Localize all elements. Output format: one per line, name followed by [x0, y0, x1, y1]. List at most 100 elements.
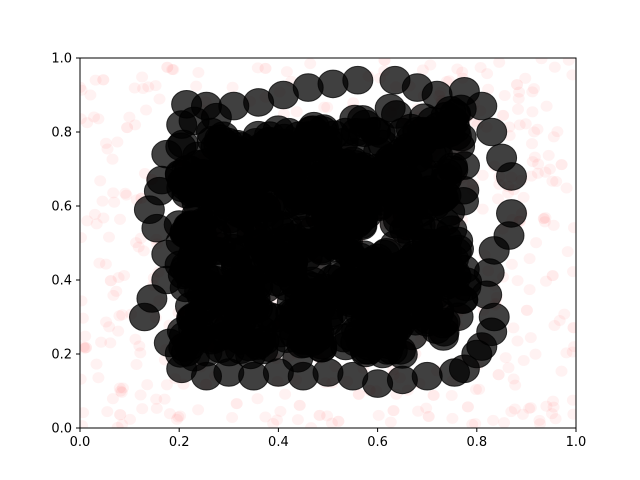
- foreground-point: [190, 269, 222, 298]
- background-point: [523, 253, 536, 265]
- background-point: [115, 386, 128, 398]
- background-point: [112, 325, 125, 337]
- background-point: [137, 82, 150, 95]
- foreground-point: [213, 191, 245, 221]
- background-point: [451, 63, 464, 75]
- background-point: [492, 369, 505, 381]
- background-point: [163, 408, 176, 420]
- background-point: [507, 373, 520, 385]
- background-point: [230, 398, 243, 410]
- foreground-point: [341, 270, 373, 300]
- background-point: [524, 332, 537, 344]
- foreground-point: [265, 318, 297, 348]
- background-point: [120, 189, 133, 201]
- background-point: [108, 196, 121, 208]
- background-point: [513, 86, 526, 98]
- background-point: [526, 106, 539, 118]
- background-point: [136, 71, 149, 83]
- background-point: [134, 347, 147, 359]
- foreground-point: [151, 239, 183, 269]
- background-point: [190, 80, 203, 92]
- background-point: [511, 275, 524, 287]
- background-point: [158, 393, 171, 405]
- background-point: [546, 408, 558, 420]
- background-point: [372, 409, 385, 421]
- foreground-point: [217, 233, 249, 263]
- foreground-point: [427, 322, 459, 351]
- background-point: [526, 86, 539, 98]
- background-point: [104, 337, 117, 349]
- background-point: [547, 131, 560, 143]
- background-point: [113, 382, 126, 394]
- background-point: [547, 401, 560, 413]
- background-point: [110, 285, 123, 297]
- background-point: [321, 410, 334, 422]
- background-point: [318, 101, 331, 113]
- background-point: [534, 418, 546, 428]
- background-point: [466, 418, 479, 428]
- background-point: [226, 81, 239, 93]
- background-point: [137, 245, 150, 257]
- background-point: [555, 365, 568, 377]
- background-point: [512, 92, 525, 105]
- foreground-point: [153, 328, 185, 358]
- background-point: [540, 400, 553, 412]
- background-point: [113, 310, 126, 322]
- background-point: [97, 74, 110, 86]
- background-point: [271, 414, 283, 426]
- background-point: [96, 195, 109, 207]
- background-point: [80, 407, 90, 419]
- background-point: [161, 61, 174, 73]
- background-point: [80, 312, 89, 324]
- foreground-point: [440, 278, 472, 308]
- background-point: [305, 422, 318, 428]
- background-point: [226, 411, 239, 424]
- background-point: [516, 408, 529, 420]
- background-point: [291, 414, 304, 426]
- foreground-point: [421, 80, 453, 110]
- background-point: [97, 212, 110, 224]
- background-point: [526, 156, 539, 168]
- background-point: [103, 321, 116, 333]
- background-point: [116, 309, 129, 321]
- foreground-point: [378, 299, 410, 329]
- background-point: [92, 372, 105, 384]
- background-point: [124, 413, 136, 425]
- background-point: [259, 62, 272, 74]
- background-point: [548, 61, 561, 73]
- background-point: [167, 64, 180, 76]
- background-point: [539, 212, 552, 224]
- background-point: [267, 417, 280, 428]
- background-point: [107, 187, 120, 199]
- background-point: [499, 352, 512, 364]
- background-point: [547, 395, 559, 407]
- background-point: [470, 383, 482, 396]
- y-tick-label: 0.0: [51, 422, 72, 437]
- background-point: [119, 187, 132, 199]
- background-point: [498, 89, 511, 102]
- background-point: [81, 117, 94, 129]
- background-point: [567, 408, 576, 420]
- background-point: [111, 421, 124, 428]
- background-point: [171, 413, 183, 425]
- background-point: [142, 81, 155, 93]
- x-tick-label: 0.2: [169, 435, 190, 450]
- x-tick-label: 0.6: [367, 435, 388, 450]
- background-point: [384, 416, 397, 428]
- background-point: [487, 414, 500, 426]
- background-point: [422, 410, 435, 423]
- background-point: [352, 388, 365, 400]
- background-point: [531, 123, 544, 135]
- background-point: [100, 137, 112, 149]
- foreground-point: [406, 191, 438, 220]
- foreground-point: [423, 112, 454, 141]
- background-point: [251, 393, 264, 405]
- background-point: [80, 84, 88, 96]
- background-point: [526, 138, 538, 150]
- foreground-point: [364, 119, 396, 148]
- background-point: [530, 237, 543, 249]
- background-point: [543, 163, 556, 175]
- foreground-point: [329, 148, 361, 178]
- background-point: [132, 241, 145, 253]
- foreground-point: [283, 186, 315, 216]
